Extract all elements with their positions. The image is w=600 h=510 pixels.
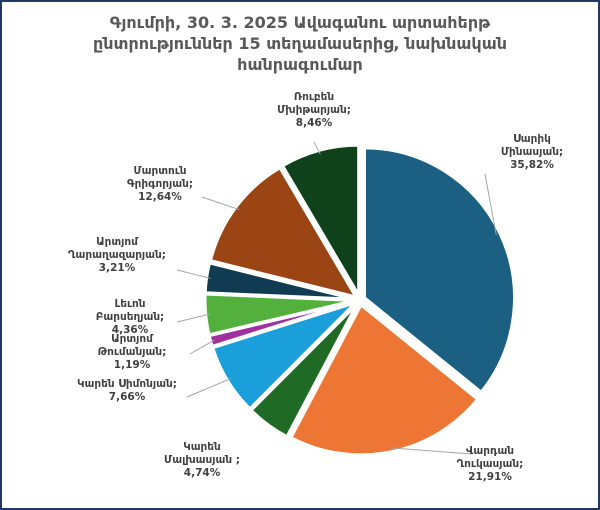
data-label: Կարեն Սիմոնյան; 7,66% — [77, 378, 177, 403]
leader-line — [189, 339, 215, 355]
pie-slice — [288, 302, 480, 457]
data-label: Արտյոմ Ղարաղազարյան; 3,21% — [68, 236, 166, 274]
pie-slice — [363, 146, 516, 395]
leader-line — [201, 196, 240, 211]
pie-slice — [208, 165, 360, 300]
leader-line — [176, 269, 211, 279]
leader-line — [176, 313, 210, 323]
leader-line — [484, 173, 497, 236]
pie-slice — [280, 143, 361, 301]
leader-line — [186, 377, 232, 398]
chart-title: Գյումրի, 30. 3. 2025 Ավագանու արտահերթ ը… — [2, 12, 598, 75]
data-label: Կարեն Մալխասյան ; 4,74% — [164, 441, 240, 479]
pie-slice — [249, 302, 359, 439]
leader-line — [313, 141, 321, 155]
data-label: Մարտուն Գրիգորյան; 12,64% — [127, 165, 193, 203]
title-line: հանրագումար — [237, 55, 363, 74]
data-label: Լեւոն Բարսեղյան; 4,36% — [96, 298, 165, 336]
title-line: ընտրություններ 15 տեղամասերից, նախնական — [93, 34, 507, 53]
data-label: Արտյոմ Թումանյան; 1,19% — [98, 333, 167, 371]
data-label: Ռուբեն Մխիթարյան; 8,46% — [277, 91, 351, 129]
leader-line — [390, 447, 473, 455]
title-line: Գյումրի, 30. 3. 2025 Ավագանու արտահերթ — [109, 13, 491, 32]
data-label: Սարիկ Մինասյան; 35,82% — [501, 133, 563, 171]
data-label: Վարդան Ղուկասյան; 21,91% — [457, 445, 524, 483]
